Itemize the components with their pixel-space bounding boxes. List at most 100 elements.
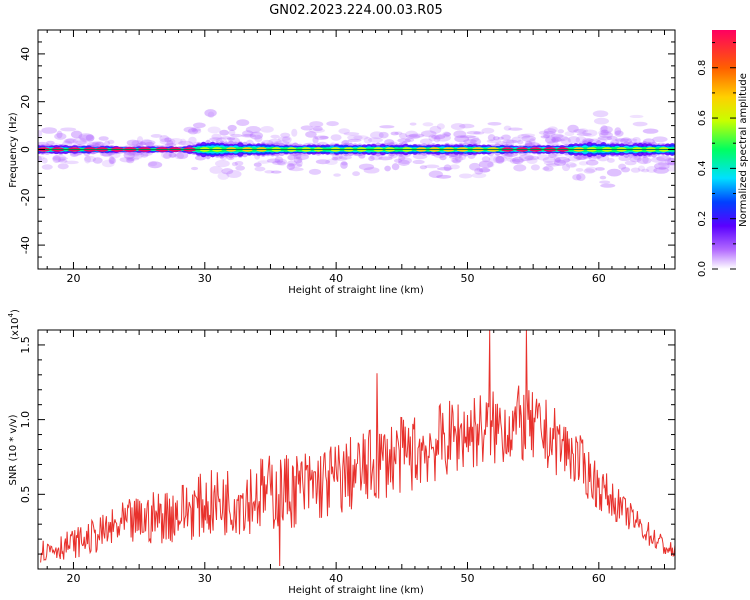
band-speckle	[632, 121, 648, 127]
band-speckle	[495, 155, 508, 163]
snr-scale-base: (x10	[10, 317, 21, 340]
colorbar-tick-label: 0.2	[697, 211, 708, 227]
band-speckle	[287, 160, 298, 166]
band-speckle	[575, 167, 584, 172]
band-speckle	[108, 156, 115, 165]
band-speckle	[231, 161, 238, 167]
colorbar-tick-label: 0.8	[697, 60, 708, 76]
band-speckle	[641, 168, 650, 173]
band-speckle	[230, 133, 243, 138]
band-speckle	[287, 154, 296, 161]
band-speckle	[282, 136, 292, 144]
band-speckle	[448, 155, 462, 159]
x-tick-label: 50	[460, 572, 474, 585]
band-speckle	[578, 161, 589, 166]
band-speckle	[139, 141, 147, 146]
band-speckle	[471, 172, 487, 179]
band-speckle	[554, 158, 562, 163]
band-speckle	[497, 136, 504, 140]
band-speckle	[538, 130, 549, 135]
band-speckle	[84, 155, 97, 163]
band-speckle	[56, 130, 63, 139]
snr-y-axis-label: SNR (10 * v/v)	[8, 414, 19, 485]
band-speckle	[625, 138, 638, 142]
band-speckle	[567, 136, 580, 144]
band-speckle	[272, 160, 286, 166]
band-speckle	[398, 159, 410, 166]
band-speckle	[487, 161, 495, 168]
band-speckle	[363, 136, 373, 144]
band-speckle	[178, 140, 193, 146]
band-speckle	[332, 156, 348, 161]
band-speckle	[145, 141, 155, 147]
band-speckle	[652, 136, 668, 143]
spectrogram-panel: 20 30 40 50 60 -40 -20 0 20 40 Height of straight…	[8, 29, 676, 296]
band-speckle	[600, 183, 616, 188]
band-speckle	[508, 127, 523, 131]
band-speckle	[654, 162, 670, 170]
band-speckle	[585, 138, 595, 142]
band-speckle	[207, 111, 215, 118]
band-speckle	[459, 123, 475, 129]
band-speckle	[41, 164, 53, 170]
band-speckle	[241, 133, 256, 138]
band-speckle	[518, 154, 534, 161]
band-speckle	[207, 126, 221, 134]
band-speckle	[585, 166, 598, 173]
colorbar: 0.0 0.2 0.4 0.6 0.8 Normalized spectral ampl…	[697, 30, 749, 277]
band-speckle	[367, 137, 383, 143]
band-speckle	[536, 154, 550, 161]
band-speckle	[436, 167, 453, 171]
band-speckle	[331, 156, 339, 161]
band-speckle	[629, 114, 644, 119]
y-tick-label: -40	[19, 236, 32, 254]
band-speckle	[495, 155, 505, 164]
band-speckle	[544, 135, 556, 144]
snr-ticks: 20 30 40 50 60 0.5 1.0 1.5	[19, 329, 675, 585]
band-speckle	[141, 138, 153, 146]
band-speckle	[547, 126, 558, 133]
band-speckle	[614, 130, 624, 137]
x-tick-label: 50	[460, 272, 474, 285]
band-speckle	[391, 163, 400, 171]
band-speckle	[228, 129, 236, 136]
y-tick-label: 40	[19, 47, 32, 61]
band-speckle	[333, 173, 341, 177]
band-speckle	[341, 162, 348, 166]
band-speckle	[368, 156, 375, 162]
band-speckle	[406, 134, 421, 140]
band-speckle	[132, 152, 145, 158]
band-speckle	[454, 135, 470, 143]
band-speckle	[474, 167, 484, 175]
x-tick-label: 60	[592, 272, 606, 285]
band-speckle	[162, 152, 172, 159]
band-speckle	[547, 153, 557, 158]
band-speckle	[136, 136, 144, 144]
band-speckle	[599, 131, 613, 139]
band-speckle	[428, 134, 437, 142]
band-speckle	[312, 126, 323, 132]
colorbar-tick-label: 0.0	[697, 261, 708, 277]
band-speckle	[191, 127, 202, 132]
spectral-band	[38, 109, 675, 188]
band-speckle	[501, 134, 511, 141]
band-speckle	[70, 130, 83, 139]
band-speckle	[370, 131, 384, 140]
band-speckle	[209, 137, 223, 142]
band-speckle	[598, 130, 612, 136]
band-speckle	[288, 167, 304, 172]
band-speckle	[180, 138, 187, 145]
band-speckle	[552, 134, 569, 142]
band-speckle	[503, 125, 512, 131]
band-speckle	[148, 160, 158, 167]
band-speckle	[57, 163, 69, 170]
x-tick-label: 40	[329, 272, 343, 285]
band-speckle	[274, 156, 284, 164]
band-speckle	[253, 162, 262, 167]
x-tick-label: 20	[66, 272, 80, 285]
band-speckle	[52, 156, 69, 161]
band-speckle	[572, 174, 582, 181]
band-speckle	[459, 173, 473, 179]
band-speckle	[412, 159, 425, 165]
y-tick-label: -20	[19, 188, 32, 206]
